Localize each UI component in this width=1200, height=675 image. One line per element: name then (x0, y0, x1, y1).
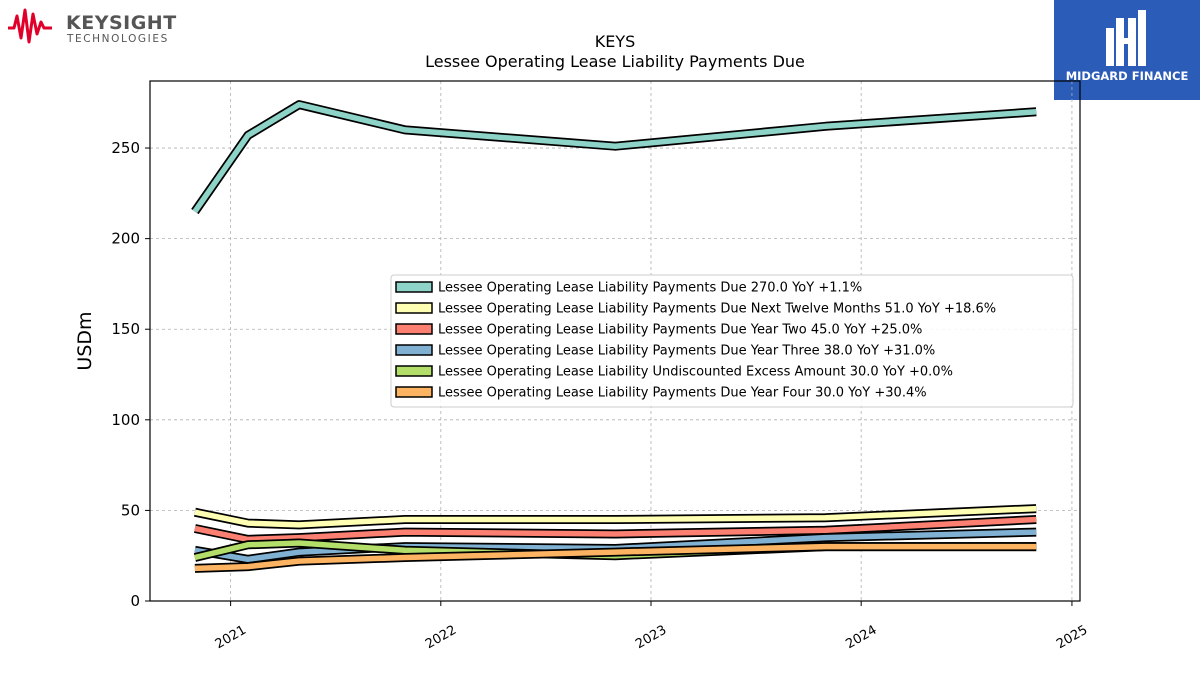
legend-swatch (395, 365, 433, 377)
y-tick-label: 150 (111, 320, 140, 338)
midgard-finance-name: MIDGARD FINANCE (1065, 69, 1189, 83)
chart-subtitle: Lessee Operating Lease Liability Payment… (425, 52, 805, 71)
y-tick-label: 50 (121, 501, 140, 519)
x-tick-label: 2023 (633, 623, 669, 653)
y-tick-label: 200 (111, 230, 140, 248)
series-1 (191, 100, 1037, 215)
keysight-logo: KEYSIGHT TECHNOLOGIES (6, 4, 176, 46)
keysight-name: KEYSIGHT (66, 12, 177, 34)
legend-box (390, 274, 1074, 408)
waveform-icon (8, 8, 52, 44)
x-tick-label: 2025 (1054, 623, 1090, 653)
legend-swatch (395, 323, 433, 335)
legend-swatch (395, 386, 433, 398)
midgard-mark-icon (1106, 10, 1146, 66)
plot-frame (149, 80, 1081, 602)
x-tick-label: 2022 (423, 623, 459, 653)
y-tick-label: 100 (111, 411, 140, 429)
series-line (194, 505, 1037, 528)
chart-title: KEYS (594, 32, 636, 51)
y-axis-label: USDm (74, 311, 96, 370)
legend-swatch (395, 302, 433, 314)
legend-entry: Lessee Operating Lease Liability Undisco… (438, 365, 953, 380)
legend-swatch (395, 344, 433, 356)
legend: Lessee Operating Lease Liability Payment… (390, 274, 1074, 408)
series-line (194, 543, 1037, 572)
x-tick-label: 2024 (843, 623, 879, 653)
legend-entry: Lessee Operating Lease Liability Payment… (438, 386, 927, 401)
legend-entry: Lessee Operating Lease Liability Payment… (438, 281, 862, 296)
series-3 (193, 515, 1037, 544)
legend-entry: Lessee Operating Lease Liability Payment… (438, 344, 935, 359)
series-line (192, 101, 1037, 214)
keysight-subtitle: TECHNOLOGIES (67, 33, 169, 45)
legend-entry: Lessee Operating Lease Liability Payment… (438, 302, 996, 317)
midgard-finance-logo: MIDGARD FINANCE (1054, 0, 1200, 100)
legend-entry: Lessee Operating Lease Liability Payment… (438, 323, 922, 338)
series-line (194, 516, 1037, 543)
x-tick-label: 2021 (213, 623, 249, 653)
legend-swatch (395, 281, 433, 293)
y-tick-label: 0 (130, 592, 140, 610)
y-tick-label: 250 (111, 139, 140, 157)
series-6 (194, 542, 1037, 573)
series-2 (193, 504, 1037, 530)
